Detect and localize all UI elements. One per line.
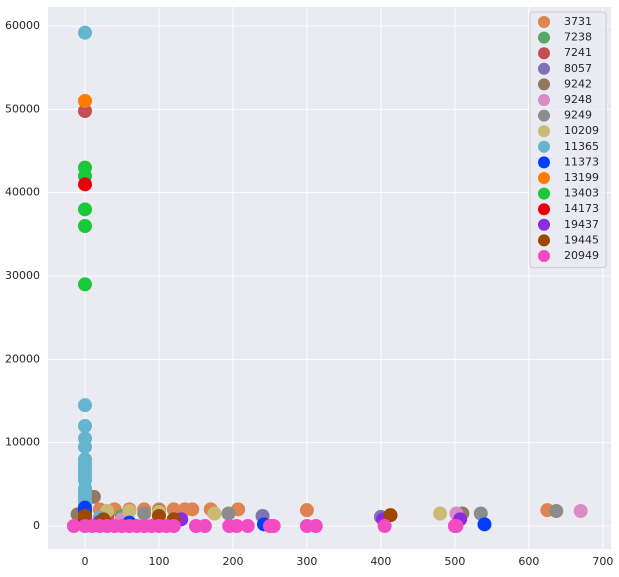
point [377, 519, 392, 533]
legend-marker [538, 125, 550, 138]
legend-label: 7241 [564, 46, 592, 59]
legend-label: 3731 [564, 15, 592, 28]
y-tick-label: 30000 [5, 269, 40, 282]
plot-area [48, 7, 611, 549]
point [383, 508, 398, 523]
point [77, 25, 92, 40]
legend-marker [538, 218, 550, 231]
point [549, 504, 564, 518]
legend-label: 13199 [564, 171, 599, 184]
legend-label: 11373 [564, 155, 599, 168]
legend-marker [538, 78, 550, 91]
x-tick-label: 700 [592, 555, 613, 568]
point [66, 519, 81, 533]
point [137, 506, 152, 521]
legend-marker [538, 94, 550, 106]
series [66, 519, 464, 533]
point [166, 519, 181, 533]
y-tick-label: 20000 [5, 352, 40, 365]
point [77, 219, 92, 233]
point [449, 519, 464, 533]
point [266, 519, 281, 533]
legend-marker [538, 109, 550, 122]
point [207, 506, 222, 521]
point [77, 202, 92, 217]
point [185, 502, 200, 517]
y-tick-label: 10000 [5, 436, 40, 449]
legend-label: 19437 [564, 218, 599, 231]
point [229, 519, 244, 533]
legend-marker [538, 31, 550, 44]
x-tick-label: 100 [148, 555, 169, 568]
legend-label: 7238 [564, 31, 592, 44]
legend-label: 10209 [564, 124, 599, 137]
point [77, 104, 92, 118]
point [473, 506, 488, 521]
point [433, 506, 448, 521]
point [77, 398, 92, 413]
point [477, 517, 492, 532]
x-tick-label: 200 [222, 555, 243, 568]
point [573, 504, 588, 518]
legend-label: 20949 [564, 249, 599, 262]
legend-marker [538, 62, 550, 75]
point [77, 439, 92, 454]
x-tick-label: 500 [444, 555, 465, 568]
point [77, 419, 92, 433]
y-tick-label: 0 [33, 519, 40, 532]
legend-box [529, 11, 607, 269]
point [77, 177, 92, 192]
point [166, 502, 181, 517]
point [77, 277, 92, 292]
legend-label: 11365 [564, 140, 599, 153]
x-tick-label: 600 [518, 555, 539, 568]
legend-marker [538, 16, 550, 28]
legend-marker [538, 156, 550, 169]
legend-marker [538, 234, 550, 247]
series [137, 504, 564, 521]
legend-label: 13403 [564, 187, 599, 200]
legend-marker [538, 47, 550, 60]
point [240, 519, 255, 533]
point [197, 519, 212, 533]
legend-label: 9249 [564, 109, 592, 122]
legend-label: 19445 [564, 233, 599, 246]
x-tick-label: 400 [370, 555, 391, 568]
y-tick-label: 50000 [5, 102, 40, 115]
point [221, 506, 236, 521]
legend: 3731 7238 7241 8057 9242 9248 9249 10209 11365 11… [529, 11, 607, 269]
legend-marker [538, 172, 550, 184]
x-tick-label: 300 [296, 555, 317, 568]
legend-label: 14173 [564, 202, 599, 215]
y-tick-label: 40000 [5, 186, 40, 199]
point [77, 509, 92, 523]
point [151, 509, 166, 523]
point [77, 94, 92, 108]
legend-marker [538, 203, 550, 216]
point [299, 503, 314, 518]
legend-marker [538, 187, 550, 200]
point [122, 504, 137, 518]
point [308, 519, 323, 533]
legend-marker [538, 140, 550, 153]
legend-marker [538, 250, 550, 262]
legend-label: 9242 [564, 77, 592, 90]
x-tick-label: 0 [81, 555, 88, 568]
legend-label: 8057 [564, 62, 592, 75]
y-tick-label: 60000 [5, 19, 40, 32]
legend-label: 9248 [564, 93, 592, 106]
